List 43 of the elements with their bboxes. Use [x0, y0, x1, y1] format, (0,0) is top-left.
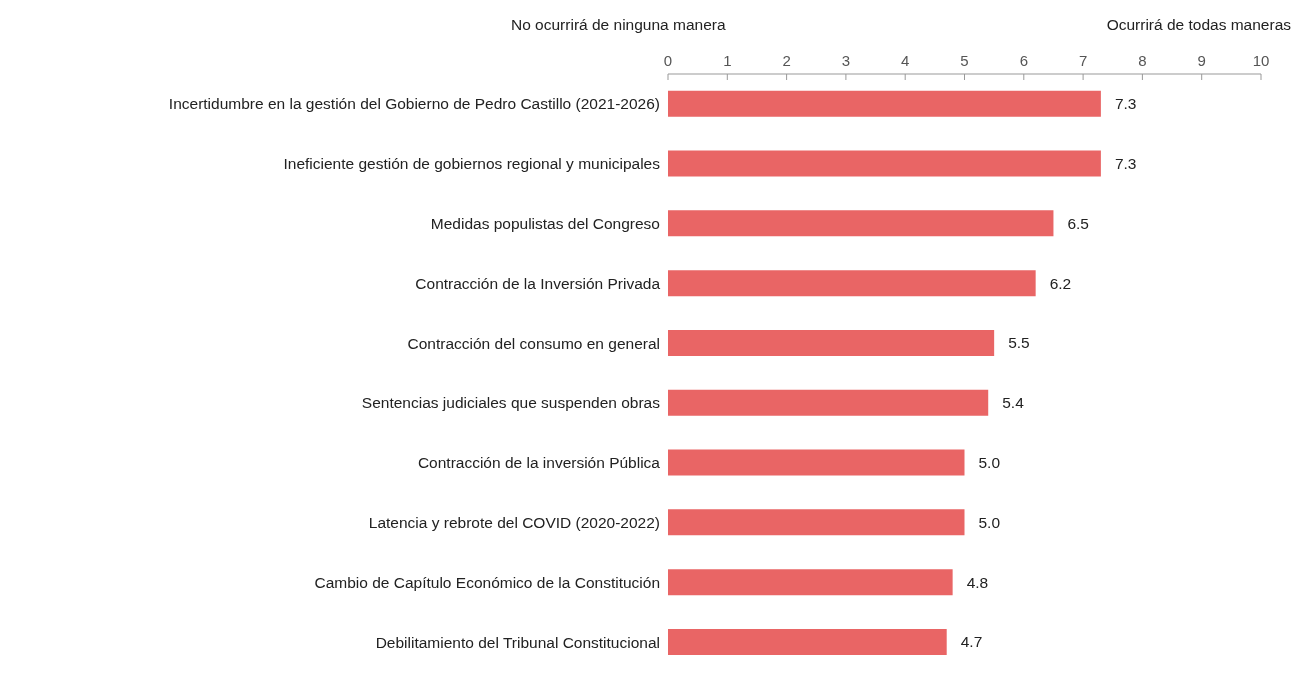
x-tick-label: 3 [841, 52, 851, 69]
x-tick-label: 5 [960, 52, 969, 69]
data-label: 4.8 [966, 573, 989, 591]
data-label: 6.2 [1049, 274, 1072, 292]
bar [668, 270, 1036, 297]
data-label: 6.5 [1067, 214, 1090, 232]
x-tick-label: 7 [1078, 52, 1088, 69]
x-tick-label: 8 [1138, 52, 1147, 69]
bar [668, 329, 995, 356]
y-tick-label: Debilitamiento del Tribunal Constitucional [375, 633, 660, 651]
x-tick-label: 10 [1252, 52, 1270, 69]
bar [668, 90, 1101, 117]
data-label: 5.0 [978, 513, 1001, 531]
y-tick-label: Contracción de la inversión Pública [417, 454, 661, 472]
y-tick-label: Sentencias judiciales que suspenden obras [361, 394, 661, 412]
y-tick-label: Medidas populistas del Congreso [430, 215, 660, 232]
text: Ocurrirá de todas maneras [1106, 16, 1291, 34]
y-tick-label: Ineficiente gestión de gobiernos regional y municipales [283, 155, 661, 173]
x-tick-label: 1 [723, 52, 732, 69]
data-label: 7.3 [1114, 155, 1137, 173]
data-label: 5.5 [1008, 334, 1030, 352]
text: No ocurrirá de ninguna manera [511, 16, 726, 34]
x-tick-label: 9 [1197, 52, 1206, 69]
data-label: 5.0 [978, 454, 1001, 472]
y-tick-label: Contracción del consumo en general [407, 334, 660, 352]
y-tick-label: Incertidumbre en la gestión del Gobierno de Pedro Castillo (2021-2026) [168, 95, 660, 113]
bar [668, 389, 989, 416]
x-tick-label: 0 [663, 52, 673, 69]
bar [668, 569, 953, 596]
bar [668, 449, 965, 476]
y-tick-label: Cambio de Capítulo Económico de la Constitución [314, 573, 660, 591]
data-label: 4.7 [960, 633, 983, 651]
data-label: 7.3 [1114, 95, 1137, 113]
bar [668, 628, 947, 655]
y-tick-label: Contracción de la Inversión Privada [415, 274, 661, 292]
bar [668, 509, 965, 536]
bar [668, 210, 1054, 237]
x-tick-label: 2 [782, 52, 791, 69]
x-tick-label: 4 [901, 52, 910, 69]
y-tick-label: Latencia y rebrote del COVID (2020-2022) [368, 514, 660, 531]
x-tick-label: 6 [1019, 52, 1028, 69]
data-label: 5.4 [1002, 394, 1025, 412]
bar [668, 150, 1101, 177]
